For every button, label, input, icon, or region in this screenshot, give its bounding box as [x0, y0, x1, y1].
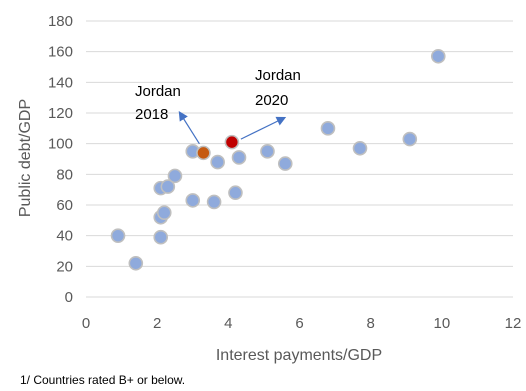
y-tick-label: 60	[56, 197, 73, 214]
data-point	[402, 131, 418, 147]
y-axis-title: Public debt/GDP	[17, 99, 34, 217]
data-point	[128, 255, 144, 271]
data-point	[430, 48, 446, 64]
data-points	[110, 48, 446, 271]
annotations: Jordan 2018 Jordan 2020	[135, 67, 301, 123]
data-point	[160, 179, 176, 194]
data-point	[156, 205, 172, 220]
arrow-jordan-2020	[240, 116, 287, 140]
gridlines	[86, 20, 513, 267]
data-point	[228, 185, 243, 201]
y-tick-label: 160	[48, 44, 73, 61]
y-tick-label: 20	[56, 258, 73, 275]
data-point	[167, 168, 183, 184]
data-point	[210, 154, 225, 170]
x-axis-title: Interest payments/GDP	[216, 347, 382, 364]
data-point	[260, 144, 275, 159]
annotation-jordan-2018-line: 2018	[135, 106, 168, 123]
y-tick-label: 40	[56, 228, 73, 245]
data-point	[231, 150, 247, 165]
data-point	[352, 140, 368, 156]
x-tick-label: 2	[153, 315, 161, 332]
annotation-arrows	[178, 110, 287, 145]
x-tick-label: 12	[505, 315, 522, 332]
data-point	[110, 228, 126, 243]
data-point	[153, 229, 169, 245]
y-tick-label: 80	[56, 166, 73, 183]
data-point-jordan-2018	[196, 145, 211, 161]
data-point	[277, 156, 293, 171]
y-tick-label: 180	[48, 13, 73, 30]
x-tick-label: 10	[433, 315, 450, 332]
data-point	[320, 121, 336, 136]
x-tick-label: 0	[82, 315, 90, 332]
y-tick-label: 100	[48, 136, 73, 153]
x-tick-label: 6	[295, 315, 303, 332]
annotation-jordan-2020-line: Jordan	[255, 67, 301, 84]
annotation-jordan-2018-line: Jordan	[135, 83, 181, 100]
arrow-jordan-2018	[178, 110, 200, 145]
tick-labels: 0 20 40 60 80 100 120 140 160 180 0 2 4 6 8 10 12	[48, 13, 521, 332]
y-tick-label: 0	[65, 289, 73, 306]
footnote: 1/ Countries rated B+ or below.	[20, 373, 186, 387]
annotation-jordan-2020-line: 2020	[255, 92, 288, 109]
data-point	[185, 193, 201, 208]
y-tick-label: 140	[48, 74, 73, 91]
x-tick-label: 8	[366, 315, 374, 332]
data-point-jordan-2020	[224, 134, 240, 150]
x-tick-label: 4	[224, 315, 232, 332]
y-tick-label: 120	[48, 105, 73, 122]
data-point	[206, 194, 222, 210]
